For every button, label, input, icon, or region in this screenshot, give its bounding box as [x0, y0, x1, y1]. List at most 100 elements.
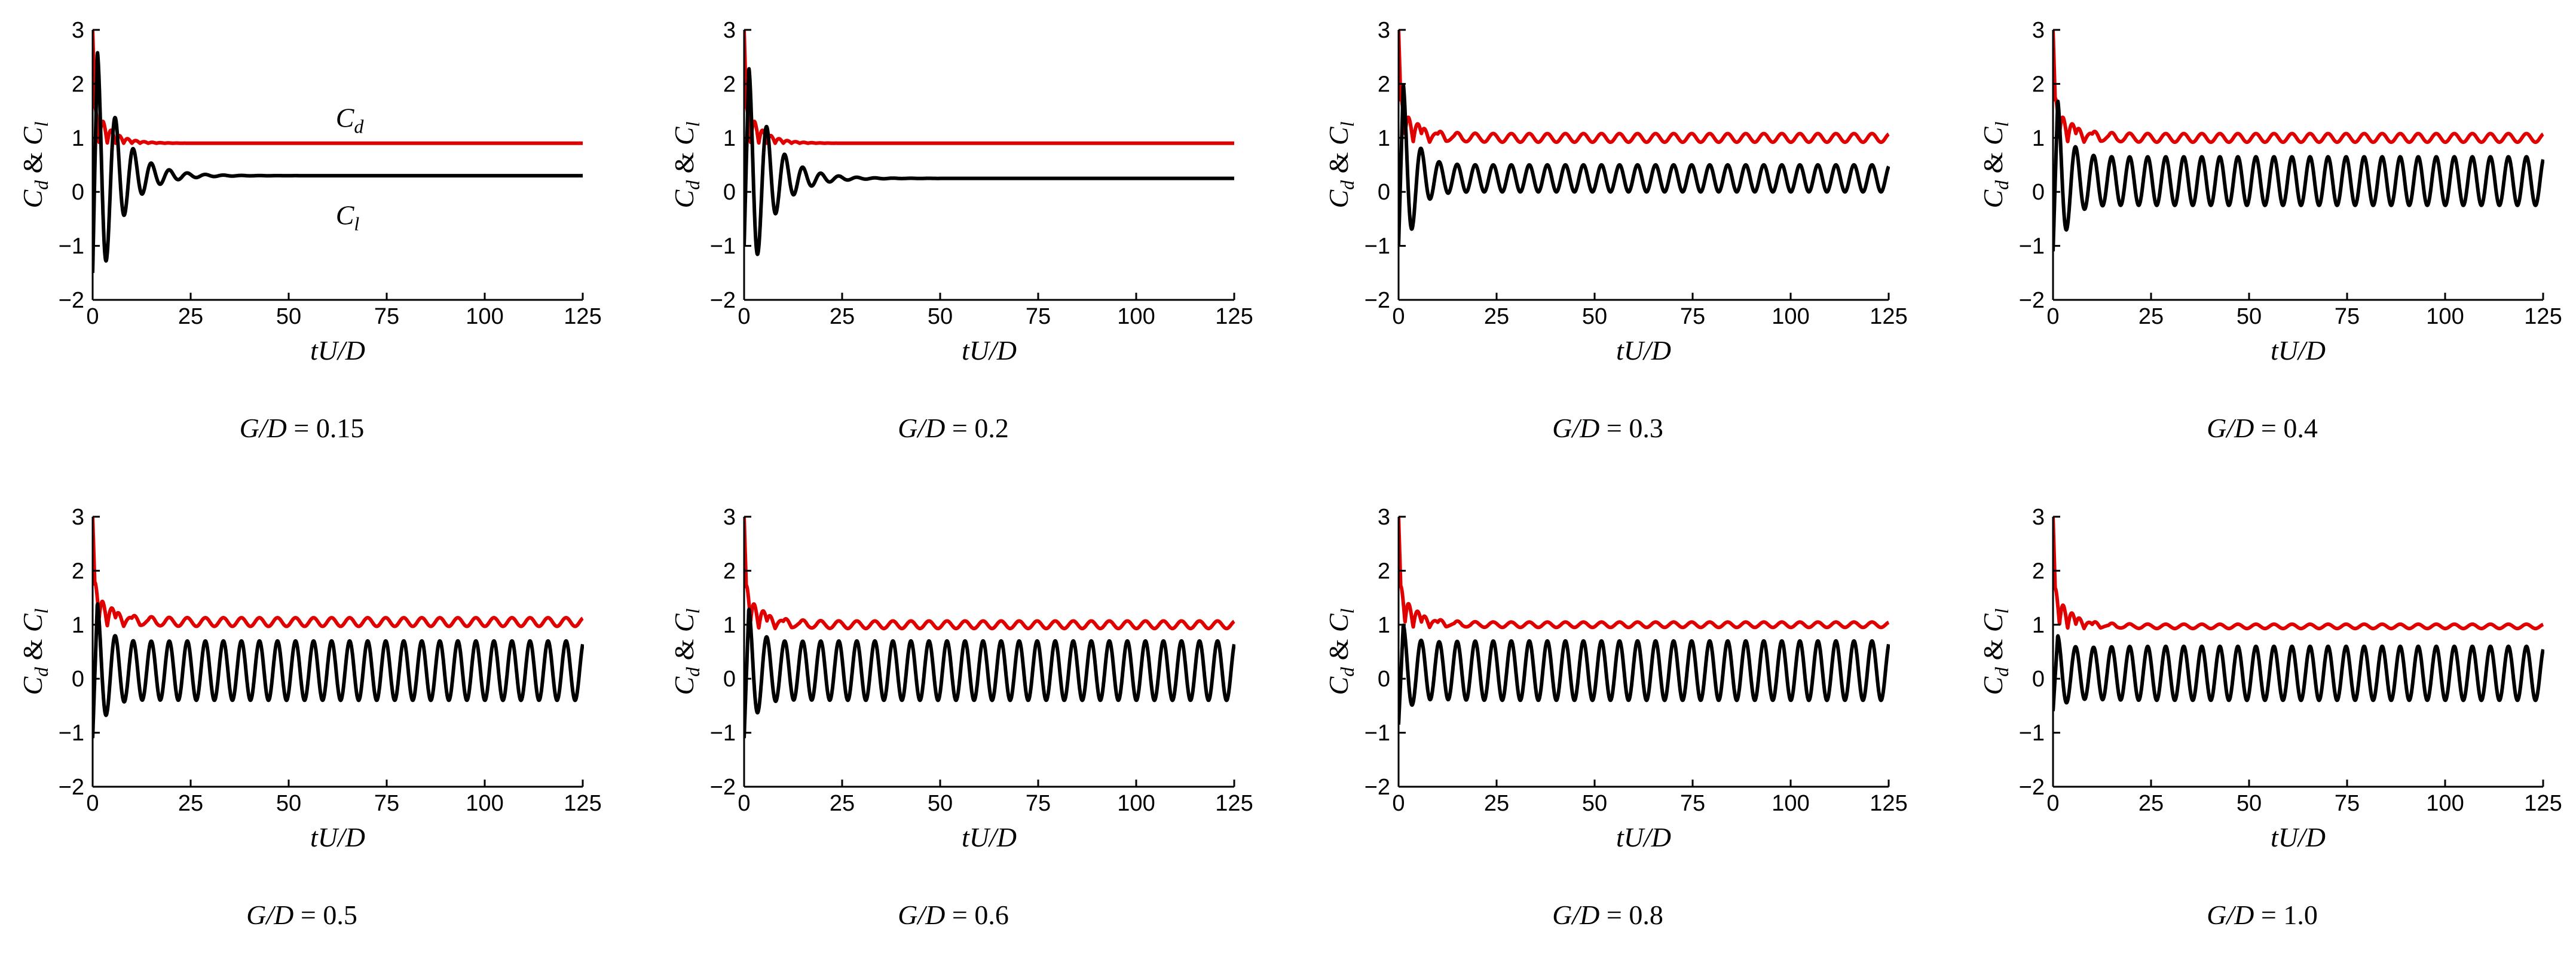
y-tick-label: 0	[72, 667, 84, 692]
y-axis-label: Cd & Cl	[1978, 608, 2012, 695]
x-tick-label: 100	[2426, 304, 2464, 329]
y-tick-label: 2	[723, 72, 736, 97]
x-tick-label: 100	[466, 791, 503, 816]
x-tick-label: 125	[1870, 791, 1907, 816]
y-tick-label: −1	[710, 234, 736, 259]
chart-panel-8: 0 25 50 75 100 125 −2 −1 0 1 2 3 tU/D Cd & Cl G/D = 1.…	[1978, 505, 2562, 930]
x-tick-label: 75	[1026, 304, 1051, 329]
panel-caption: G/D = 1.0	[2207, 900, 2318, 930]
chart-panel-7: 0 25 50 75 100 125 −2 −1 0 1 2 3 tU/D Cd & Cl G/D = 0.…	[1323, 505, 1908, 930]
x-tick-label: 75	[1680, 791, 1705, 816]
cd-series-line	[1399, 516, 1890, 630]
y-tick-label: −1	[59, 721, 84, 746]
y-tick-label: 1	[723, 126, 736, 151]
cl-series-line	[744, 608, 1235, 738]
cd-series-line	[93, 516, 584, 628]
x-tick-label: 25	[830, 304, 855, 329]
x-tick-label: 0	[2046, 791, 2059, 816]
x-tick-label: 100	[466, 304, 503, 329]
y-tick-label: 2	[723, 559, 736, 584]
x-tick-label: 50	[2237, 304, 2262, 329]
y-tick-label: 0	[2032, 180, 2045, 205]
cd-series-line	[744, 29, 1235, 145]
y-axis-label: Cd & Cl	[669, 608, 703, 695]
x-tick-label: 50	[2237, 791, 2262, 816]
y-tick-label: 0	[1378, 180, 1390, 205]
panel-caption: G/D = 0.4	[2207, 413, 2318, 443]
y-tick-label: −1	[1365, 234, 1390, 259]
x-tick-label: 0	[86, 791, 99, 816]
y-tick-label: 0	[72, 180, 84, 205]
y-tick-label: 0	[723, 180, 736, 205]
y-tick-label: 1	[72, 126, 84, 151]
y-tick-label: 2	[72, 72, 84, 97]
panel-caption: G/D = 0.3	[1552, 413, 1663, 443]
y-axis-label: Cd & Cl	[669, 121, 703, 208]
y-tick-label: −2	[1365, 288, 1390, 313]
x-axis-label: tU/D	[1616, 822, 1671, 852]
cd-series-line	[744, 516, 1235, 631]
x-tick-label: 25	[178, 304, 203, 329]
y-tick-label: 1	[2032, 126, 2045, 151]
cl-series-line	[744, 67, 1235, 256]
y-tick-label: −2	[1365, 775, 1390, 800]
x-tick-label: 50	[1582, 304, 1607, 329]
y-tick-label: 2	[1378, 559, 1390, 584]
chart-panel-5: 0 25 50 75 100 125 −2 −1 0 1 2 3 tU/D Cd & Cl G/D = 0.…	[17, 505, 602, 930]
chart-panel-2: 0 25 50 75 100 125 −2 −1 0 1 2 3 tU/D Cd & Cl G/D = 0.…	[669, 18, 1253, 443]
y-tick-label: 2	[72, 559, 84, 584]
y-axis-label: Cd & Cl	[1323, 608, 1358, 695]
x-tick-label: 125	[1215, 304, 1253, 329]
y-tick-label: 3	[2032, 18, 2045, 43]
y-tick-label: 2	[2032, 72, 2045, 97]
x-tick-label: 100	[1772, 304, 1809, 329]
y-tick-label: 3	[72, 505, 84, 530]
y-tick-label: −1	[1365, 721, 1390, 746]
panel-caption: G/D = 0.8	[1552, 900, 1663, 930]
y-tick-label: −2	[710, 288, 736, 313]
x-tick-label: 75	[2335, 791, 2360, 816]
y-tick-label: 3	[2032, 505, 2045, 530]
x-axis-label: tU/D	[310, 822, 365, 852]
x-tick-label: 50	[928, 304, 953, 329]
panel-caption: G/D = 0.6	[898, 900, 1009, 930]
y-tick-label: 2	[1378, 72, 1390, 97]
y-tick-label: −2	[710, 775, 736, 800]
cl-series-line	[1399, 623, 1890, 725]
x-tick-label: 25	[2138, 304, 2164, 329]
y-tick-label: 0	[2032, 667, 2045, 692]
cd-series-line	[93, 29, 584, 145]
y-tick-label: −2	[59, 775, 84, 800]
x-tick-label: 25	[178, 791, 203, 816]
y-tick-label: 3	[723, 505, 736, 530]
x-tick-label: 0	[1392, 304, 1405, 329]
x-tick-label: 125	[564, 304, 601, 329]
x-tick-label: 0	[738, 791, 750, 816]
x-tick-label: 100	[2426, 791, 2464, 816]
y-tick-label: 1	[1378, 613, 1390, 638]
x-tick-label: 0	[738, 304, 750, 329]
y-tick-label: −1	[710, 721, 736, 746]
x-tick-label: 100	[1117, 304, 1155, 329]
cd-series-line	[2053, 516, 2544, 631]
x-tick-label: 50	[276, 304, 301, 329]
y-tick-label: 1	[72, 613, 84, 638]
chart-panel-6: 0 25 50 75 100 125 −2 −1 0 1 2 3 tU/D Cd & Cl G/D = 0.…	[669, 505, 1253, 930]
y-tick-label: 3	[72, 18, 84, 43]
x-tick-label: 0	[86, 304, 99, 329]
cl-series-line	[2053, 634, 2544, 711]
x-tick-label: 0	[1392, 791, 1405, 816]
x-tick-label: 25	[1484, 791, 1509, 816]
y-tick-label: 1	[2032, 613, 2045, 638]
x-tick-label: 25	[2138, 791, 2164, 816]
y-axis-label: Cd & Cl	[17, 121, 52, 208]
x-tick-label: 25	[830, 791, 855, 816]
cd-series-line	[1399, 29, 1890, 144]
x-tick-label: 125	[564, 791, 601, 816]
y-tick-label: −2	[2019, 775, 2045, 800]
x-axis-label: tU/D	[962, 335, 1017, 366]
y-tick-label: −2	[59, 288, 84, 313]
x-tick-label: 50	[928, 791, 953, 816]
x-tick-label: 75	[374, 304, 399, 329]
x-axis-label: tU/D	[310, 335, 365, 366]
